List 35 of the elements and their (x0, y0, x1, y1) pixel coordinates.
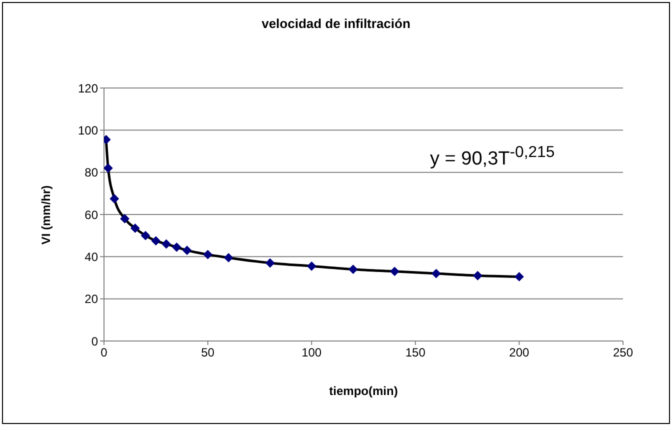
point (104, 164, 113, 173)
y-axis-title: VI (mm/hr) (39, 185, 53, 245)
point (473, 271, 482, 280)
point (130, 224, 140, 233)
x-tick-label: 0 (100, 346, 108, 360)
y-tick-label: 80 (84, 166, 98, 180)
y-tick-label: 60 (84, 208, 98, 222)
point (348, 264, 358, 274)
point (172, 242, 182, 252)
x-tick-label: 150 (405, 346, 426, 360)
y-tick-label: 100 (78, 123, 98, 138)
point (224, 253, 234, 262)
point (162, 240, 171, 249)
annotation: y = 90,3T$^{-0,215}$ (430, 144, 555, 170)
chart-title: velocidad de infiltración (260, 16, 412, 31)
point (141, 231, 150, 240)
point (390, 266, 400, 276)
point (182, 246, 192, 255)
x-tick-label: 50 (201, 346, 215, 360)
x-tick-label: 200 (509, 346, 530, 360)
point (110, 194, 119, 204)
point (307, 262, 316, 271)
point (514, 272, 524, 282)
point (432, 269, 441, 278)
x-axis-title: tiempo(min) (328, 384, 399, 398)
point (203, 250, 212, 260)
y-tick-label: 40 (84, 250, 98, 264)
y-tick-label: 0 (91, 334, 98, 348)
point (151, 236, 160, 246)
x-tick-label: 100 (302, 346, 322, 360)
point (266, 258, 275, 268)
y-tick-label: 20 (84, 292, 98, 306)
y-tick-label: 120 (78, 81, 98, 96)
x-tick-label: 250 (612, 346, 634, 360)
point (120, 214, 130, 224)
